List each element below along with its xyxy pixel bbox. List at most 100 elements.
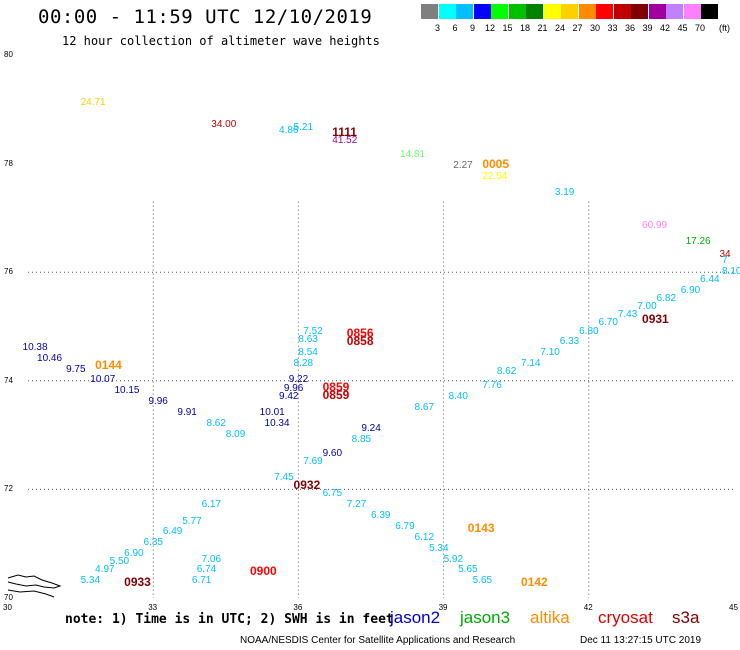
wave-height-value: 5.77 <box>182 515 202 527</box>
wave-height-value: 8.40 <box>448 390 468 402</box>
wave-height-value: 22.54 <box>482 170 508 182</box>
wave-height-value: 7.10 <box>540 347 560 359</box>
legend-label: 15 <box>502 23 513 33</box>
pass-time-label: 0143 <box>467 520 495 535</box>
legend-unit: (ft) <box>719 23 730 33</box>
wave-height-value: 6.39 <box>371 510 391 522</box>
legend-label: 24 <box>554 23 565 33</box>
credit-line: NOAA/NESDIS Center for Satellite Applica… <box>240 635 516 646</box>
legend-swatch <box>578 4 596 19</box>
wave-height-value: 8.09 <box>225 428 246 440</box>
map-subtitle: 12 hour collection of altimeter wave hei… <box>62 34 380 48</box>
longitude-tick-label: 33 <box>148 603 158 612</box>
wave-height-value: 8.62 <box>206 417 226 429</box>
wave-height-value: 6.79 <box>395 520 415 532</box>
latitude-tick-label: 76 <box>4 267 13 277</box>
latitude-tick-label: 72 <box>4 484 13 494</box>
wave-height-value: 5.65 <box>458 564 478 576</box>
wave-height-value: 9.75 <box>66 363 86 375</box>
wave-height-value: 4.97 <box>95 564 115 576</box>
pass-time-label: 0856 <box>346 325 374 340</box>
wave-height-value: 34 <box>719 249 731 261</box>
legend-swatch <box>438 4 456 19</box>
satellite-name: altika <box>530 608 570 627</box>
wave-height-value: 41.52 <box>332 135 358 147</box>
legend-label: 3 <box>434 23 440 33</box>
wave-height-value: 6.75 <box>322 488 343 500</box>
map-title: 00:00 - 11:59 UTC 12/10/2019 <box>38 6 373 28</box>
satellite-name: jason3 <box>460 608 511 627</box>
longitude-tick-label: 39 <box>438 603 448 612</box>
legend-label: 70 <box>694 23 705 33</box>
wave-height-value: 7.69 <box>303 455 323 467</box>
wave-height-value: 14.81 <box>400 149 426 161</box>
wave-height-value: 9.42 <box>279 390 299 402</box>
legend-swatch <box>648 4 666 19</box>
legend-label: 39 <box>642 23 653 33</box>
wave-height-value: 5.34 <box>80 575 101 587</box>
wave-height-value: 5.34 <box>429 542 449 554</box>
legend-label: 42 <box>659 23 670 33</box>
legend-label: 9 <box>469 23 475 33</box>
legend-label: 30 <box>589 23 600 33</box>
legend-label: 27 <box>572 23 583 33</box>
longitude-tick-label: 42 <box>583 603 593 612</box>
wave-height-value: 6.33 <box>559 336 580 348</box>
legend-label: 45 <box>677 23 688 33</box>
pass-time-label: 0005 <box>482 157 510 172</box>
wave-height-value: 3.19 <box>554 187 575 199</box>
wave-height-value: 8.62 <box>496 366 517 378</box>
latitude-tick-label: 70 <box>4 593 13 602</box>
units-note: note: 1) Time is in UTC; 2) SWH is in fe… <box>65 612 394 627</box>
pass-time-label: 0932 <box>293 477 321 492</box>
legend-swatch <box>456 4 473 19</box>
pass-time-label: 0142 <box>521 575 548 590</box>
wave-height-value: 6.17 <box>201 499 222 511</box>
legend-label: 12 <box>484 23 495 33</box>
legend-swatch <box>631 4 648 19</box>
legend-swatch <box>491 4 508 19</box>
wave-height-value: 5.21 <box>293 121 314 133</box>
wave-height-value: 4.86 <box>279 124 299 136</box>
pass-time-label: 0858 <box>346 333 374 348</box>
wave-height-value: 9.60 <box>322 447 343 459</box>
legend-label: 33 <box>607 23 618 33</box>
wave-height-value: 7 <box>722 254 728 266</box>
wave-height-value: 6.82 <box>656 292 677 304</box>
wave-height-value: 8.85 <box>351 434 372 446</box>
wave-height-value: 5.50 <box>109 556 130 568</box>
legend-label: 18 <box>519 23 530 33</box>
wave-height-value: 17.26 <box>685 235 711 247</box>
satellite-name: s3a <box>672 608 700 627</box>
wave-height-value: 8.63 <box>298 333 318 345</box>
wave-height-value: 10.34 <box>264 417 290 429</box>
legend-swatch <box>543 4 561 19</box>
legend-swatch <box>596 4 613 19</box>
legend-label: 6 <box>452 23 458 33</box>
coastline <box>7 574 62 598</box>
wave-height-value: 7.27 <box>346 499 367 511</box>
wave-height-value: 34.00 <box>211 119 237 131</box>
wave-height-value: 10.15 <box>114 385 140 397</box>
wave-height-value: 7.76 <box>482 379 502 391</box>
wave-height-value: 6.49 <box>162 526 183 538</box>
latitude-tick-label: 78 <box>4 158 13 168</box>
pass-time-label: 0900 <box>250 564 277 579</box>
wave-height-value: 6.74 <box>196 564 217 576</box>
wave-height-value: 6.90 <box>124 548 144 560</box>
wave-height-value: 8.28 <box>293 358 314 370</box>
wave-height-value: 7.45 <box>274 472 294 484</box>
wave-height-value: 10.46 <box>37 352 63 364</box>
wave-height-value: 10.38 <box>22 341 48 353</box>
wave-height-value: 7.14 <box>521 358 541 370</box>
wave-height-value: 6.44 <box>700 273 720 285</box>
legend-swatch <box>666 4 683 19</box>
wave-height-value: 6.90 <box>680 284 701 296</box>
wave-height-value: 7.00 <box>637 301 657 313</box>
legend-swatch <box>508 4 526 19</box>
legend-label: 21 <box>537 23 548 33</box>
longitude-tick-label: 45 <box>729 603 738 612</box>
wave-height-value: 5.92 <box>443 553 464 565</box>
